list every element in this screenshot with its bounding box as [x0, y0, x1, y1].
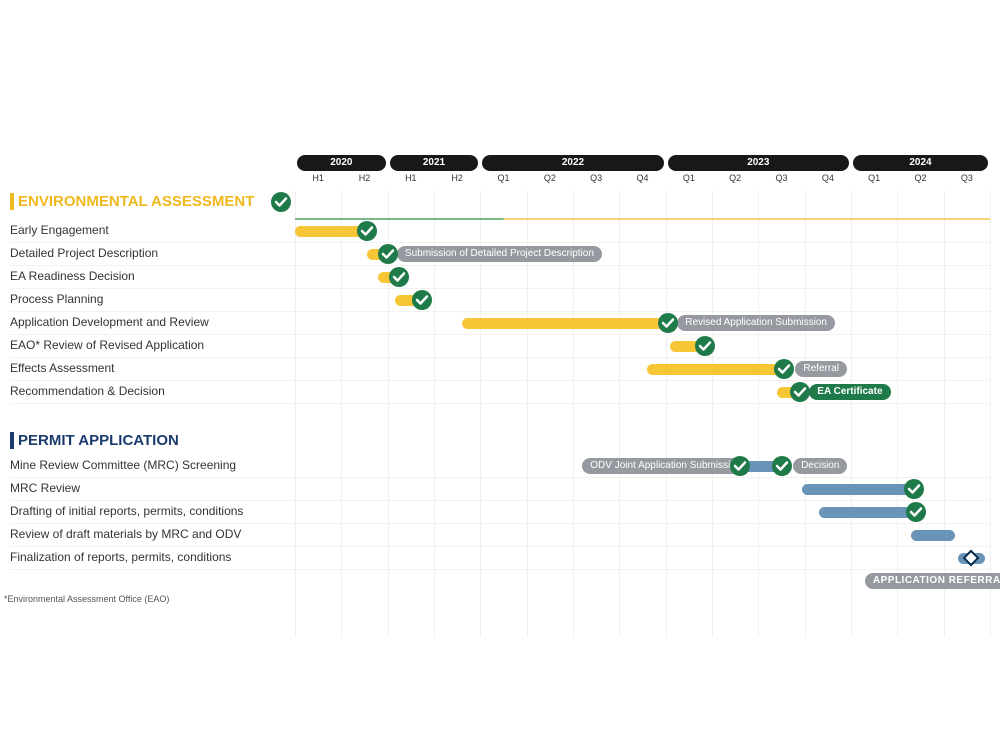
- row-label: Drafting of initial reports, permits, co…: [10, 504, 243, 518]
- year-pill: 2020: [297, 155, 386, 171]
- footer-pill: APPLICATION REFERRAL: [865, 573, 1000, 589]
- period-label: H2: [434, 173, 480, 183]
- row-label: EAO* Review of Revised Application: [10, 338, 204, 352]
- row-label: Recommendation & Decision: [10, 384, 165, 398]
- period-label: H1: [295, 173, 341, 183]
- section-title: ENVIRONMENTAL ASSESSMENT: [10, 193, 990, 210]
- year-pill: 2023: [668, 155, 849, 171]
- gantt-bar: [802, 484, 916, 495]
- year-pill: 2022: [482, 155, 663, 171]
- row-label: Effects Assessment: [10, 361, 115, 375]
- milestone-pill: EA Certificate: [809, 384, 890, 400]
- period-label: Q2: [897, 173, 943, 183]
- period-label: Q3: [944, 173, 990, 183]
- period-label: Q2: [527, 173, 573, 183]
- check-icon: [412, 290, 432, 310]
- check-icon: [357, 221, 377, 241]
- gantt-bar: [911, 530, 955, 541]
- gantt-bar: [647, 364, 786, 375]
- check-icon: [389, 267, 409, 287]
- row-label: Detailed Project Description: [10, 246, 158, 260]
- milestone-pill: Decision: [793, 458, 847, 474]
- row-label: Mine Review Committee (MRC) Screening: [10, 458, 236, 472]
- gantt-bar: [819, 507, 919, 518]
- row-label: Early Engagement: [10, 223, 109, 237]
- milestone-pill: ODV Joint Application Submission: [582, 458, 749, 474]
- gantt-bar: [462, 318, 671, 329]
- check-icon: [790, 382, 810, 402]
- milestone-pill: Referral: [795, 361, 847, 377]
- check-icon: [730, 456, 750, 476]
- period-label: Q3: [758, 173, 804, 183]
- period-label: Q4: [805, 173, 851, 183]
- row-label: Process Planning: [10, 292, 103, 306]
- check-icon: [695, 336, 715, 356]
- section-title: PERMIT APPLICATION: [10, 432, 990, 449]
- period-label: Q1: [666, 173, 712, 183]
- row-label: Finalization of reports, permits, condit…: [10, 550, 231, 564]
- check-icon: [378, 244, 398, 264]
- check-icon: [658, 313, 678, 333]
- period-label: Q2: [712, 173, 758, 183]
- row-label: EA Readiness Decision: [10, 269, 135, 283]
- check-icon: [774, 359, 794, 379]
- milestone-pill: Revised Application Submission: [677, 315, 835, 331]
- period-label: H2: [341, 173, 387, 183]
- footnote: *Environmental Assessment Office (EAO): [4, 594, 990, 604]
- check-icon: [271, 192, 291, 212]
- check-icon: [772, 456, 792, 476]
- row-label: Review of draft materials by MRC and ODV: [10, 527, 241, 541]
- check-icon: [904, 479, 924, 499]
- milestone-pill: Submission of Detailed Project Descripti…: [397, 246, 602, 262]
- year-pill: 2021: [390, 155, 479, 171]
- period-label: Q1: [480, 173, 526, 183]
- period-label: Q4: [619, 173, 665, 183]
- period-label: H1: [388, 173, 434, 183]
- period-label: Q1: [851, 173, 897, 183]
- period-label: Q3: [573, 173, 619, 183]
- year-pill: 2024: [853, 155, 988, 171]
- check-icon: [906, 502, 926, 522]
- row-label: MRC Review: [10, 481, 80, 495]
- row-label: Application Development and Review: [10, 315, 209, 329]
